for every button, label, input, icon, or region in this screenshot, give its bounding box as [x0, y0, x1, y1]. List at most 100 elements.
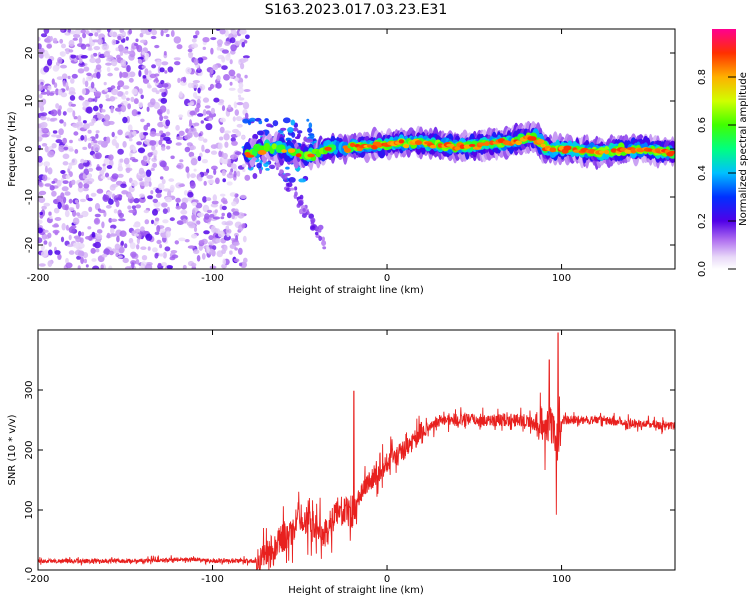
noise-blob	[162, 219, 169, 224]
noise-blob	[103, 51, 111, 58]
x-tick-label: -200	[27, 574, 50, 585]
y-tick-label: 0	[24, 567, 35, 573]
noise-blob	[140, 29, 147, 34]
y-tick-label: 200	[24, 440, 35, 459]
noise-blob	[118, 218, 126, 222]
noise-blob	[210, 69, 214, 75]
noise-blob	[236, 170, 241, 177]
noise-blob	[234, 247, 238, 251]
noise-blob	[74, 199, 79, 204]
noise-blob	[147, 152, 153, 157]
noise-blob	[234, 109, 239, 116]
noise-blob	[137, 56, 144, 60]
noise-blob	[155, 90, 160, 95]
noise-blob	[117, 148, 124, 155]
noise-blob	[55, 139, 63, 144]
noise-blob	[241, 41, 245, 48]
x-tick-label: 0	[384, 574, 390, 585]
noise-blob	[185, 67, 192, 75]
noise-blob	[83, 258, 87, 264]
noise-blob	[38, 36, 41, 42]
noise-blob	[101, 221, 105, 229]
noise-blob	[177, 77, 181, 84]
noise-blob	[93, 46, 101, 51]
colorbar-tick-label: 0.4	[697, 165, 708, 181]
noise-blob	[219, 157, 224, 164]
noise-blob	[100, 175, 106, 180]
noise-blob	[190, 158, 198, 166]
noise-blob	[174, 240, 179, 245]
noise-blob	[233, 170, 237, 178]
noise-blob	[95, 58, 101, 64]
noise-blob	[101, 253, 108, 258]
noise-blob	[77, 68, 85, 74]
noise-blob	[39, 211, 43, 216]
noise-blob	[127, 205, 132, 210]
signal-blob	[263, 142, 271, 152]
noise-blob	[106, 232, 111, 239]
noise-blob	[202, 37, 210, 43]
noise-blob	[68, 39, 75, 47]
transition-blob	[294, 136, 301, 140]
noise-blob	[206, 174, 214, 179]
noise-blob	[229, 59, 233, 65]
noise-blob	[222, 258, 226, 266]
noise-blob	[169, 217, 175, 222]
noise-blob	[155, 132, 162, 137]
noise-blob	[119, 29, 124, 34]
noise-blob	[145, 169, 152, 177]
noise-blob	[90, 192, 97, 197]
noise-blob	[175, 124, 180, 131]
noise-blob	[205, 123, 213, 131]
noise-blob	[118, 246, 125, 254]
noise-blob	[222, 157, 229, 165]
noise-blob	[72, 110, 76, 118]
noise-blob	[236, 123, 243, 128]
noise-blob	[64, 191, 71, 196]
noise-blob	[223, 74, 230, 81]
noise-blob	[122, 141, 127, 148]
noise-blob	[232, 211, 240, 216]
noise-blob	[233, 258, 240, 263]
noise-blob	[237, 247, 243, 255]
noise-blob	[51, 143, 57, 149]
noise-blob	[42, 174, 48, 182]
noise-blob	[108, 154, 114, 161]
noise-blob	[55, 103, 60, 109]
noise-blob	[57, 201, 62, 210]
streak-blob	[275, 166, 279, 171]
noise-blob	[54, 250, 61, 255]
noise-blob	[83, 134, 88, 143]
noise-blob	[106, 66, 111, 73]
noise-blob	[95, 130, 100, 134]
spectrogram-x-label: Height of straight line (km)	[288, 285, 424, 296]
noise-blob	[110, 85, 116, 90]
noise-blob	[53, 207, 60, 214]
snr-ticks: -200 -100 0 100 0 100 200 300	[24, 330, 675, 585]
noise-blob	[130, 180, 138, 187]
noise-blob	[235, 130, 242, 137]
transition-blob	[306, 118, 310, 122]
noise-blob	[219, 136, 224, 141]
noise-blob	[152, 247, 158, 253]
noise-blob	[95, 133, 99, 139]
noise-blob	[120, 240, 125, 246]
noise-blob	[106, 165, 113, 169]
noise-blob	[191, 201, 197, 207]
noise-blob	[226, 181, 233, 186]
noise-blob	[58, 105, 62, 111]
noise-blob	[88, 206, 93, 212]
noise-blob	[197, 57, 204, 64]
transition-blob	[292, 127, 299, 132]
noise-blob	[158, 228, 166, 233]
noise-blob	[164, 70, 168, 74]
streak-blob	[310, 217, 316, 224]
signal-blob	[429, 144, 437, 149]
noise-blob	[228, 87, 236, 91]
noise-blob	[159, 105, 167, 113]
noise-blob	[51, 180, 56, 184]
x-tick-label: 100	[552, 273, 571, 284]
noise-blob	[234, 40, 241, 46]
noise-blob	[154, 44, 160, 49]
transition-blob	[252, 173, 258, 179]
